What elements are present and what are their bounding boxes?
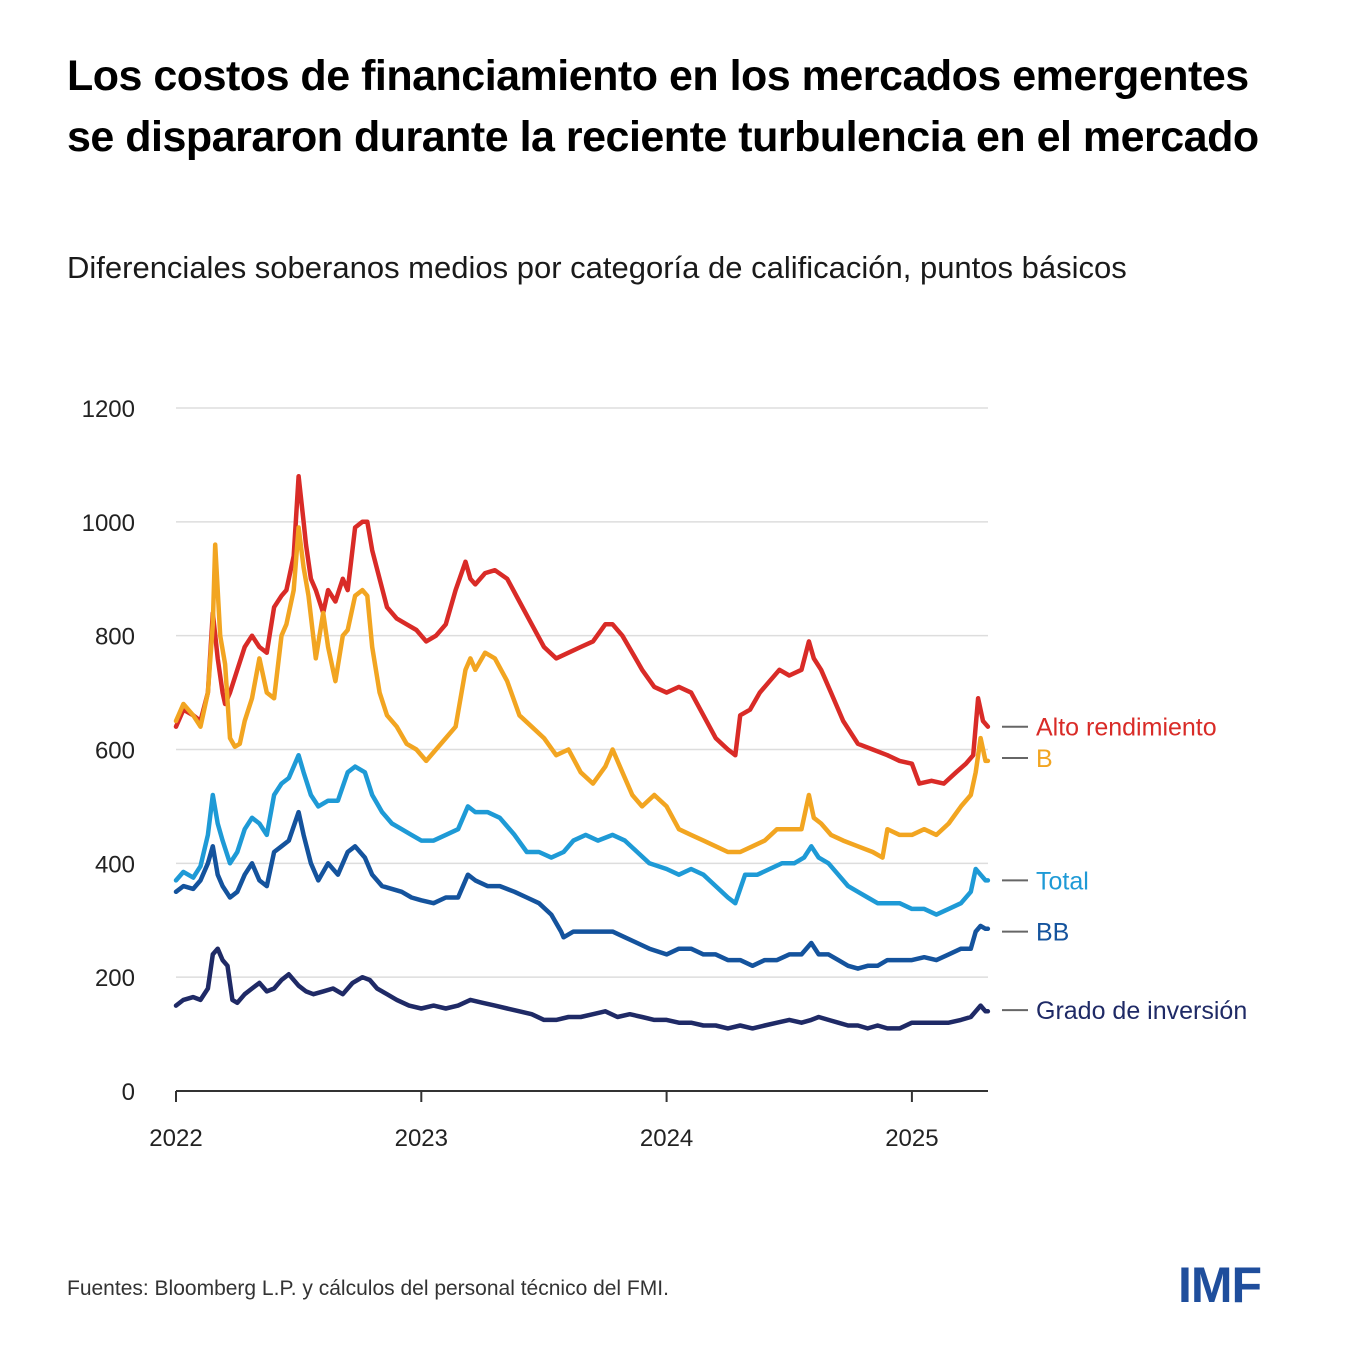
series-labels: Alto rendimiento B Total BB Grado de inversi…: [1002, 714, 1247, 1025]
series-line-total: [173, 752, 991, 917]
x-tick-label: 2024: [640, 1125, 693, 1152]
series-line-alto-rendimiento: [173, 474, 991, 786]
series-label: BB: [1036, 919, 1069, 947]
imf-logo: IMF: [1178, 1257, 1262, 1313]
y-tick-label: 600: [95, 738, 135, 765]
chart-subtitle: Diferenciales soberanos medios por categ…: [67, 250, 1127, 285]
series-line-bb: [173, 809, 991, 971]
y-tick-label: 200: [95, 965, 135, 992]
x-tick-label: 2025: [885, 1125, 938, 1152]
x-tick-label: 2022: [149, 1125, 202, 1152]
y-tick-label: 1000: [82, 510, 135, 537]
series-line-b: [173, 525, 991, 860]
series-line-grado-de-inversión: [173, 946, 991, 1031]
series-lines: [173, 474, 991, 1031]
y-tick-label: 1200: [82, 396, 135, 423]
x-tick-label: 2023: [395, 1125, 448, 1152]
x-axis: 2022 2023 2024 2025: [149, 1090, 988, 1152]
y-tick-label: 800: [95, 624, 135, 651]
series-label: Total: [1036, 867, 1089, 895]
series-label: Grado de inversión: [1036, 997, 1247, 1025]
series-label: B: [1036, 745, 1053, 773]
y-axis: 0 200 400 600 800 1000 1200: [82, 396, 135, 1106]
series-label: Alto rendimiento: [1036, 714, 1217, 742]
y-tick-label: 0: [122, 1079, 135, 1106]
source-note: Fuentes: Bloomberg L.P. y cálculos del p…: [67, 1277, 669, 1300]
y-tick-label: 400: [95, 851, 135, 878]
chart-title: Los costos de financiamiento en los merc…: [67, 52, 1259, 161]
